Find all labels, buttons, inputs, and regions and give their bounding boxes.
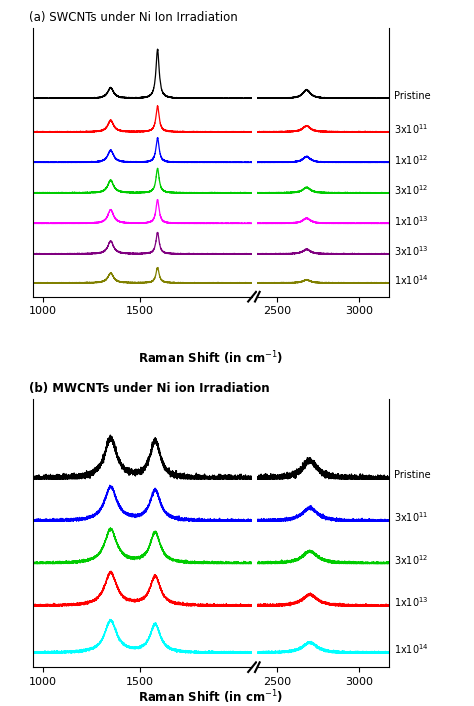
Text: 3x10$^{13}$: 3x10$^{13}$ (394, 245, 428, 258)
Text: Raman Shift (in cm$^{-1}$): Raman Shift (in cm$^{-1}$) (138, 688, 283, 706)
Text: (a) SWCNTs under Ni Ion Irradiation: (a) SWCNTs under Ni Ion Irradiation (29, 11, 237, 24)
Text: 3x10$^{12}$: 3x10$^{12}$ (394, 553, 428, 567)
Text: 1x10$^{13}$: 1x10$^{13}$ (394, 595, 428, 609)
Text: Raman Shift (in cm$^{-1}$): Raman Shift (in cm$^{-1}$) (138, 349, 283, 367)
Text: 1x10$^{12}$: 1x10$^{12}$ (394, 153, 428, 167)
Text: 3x10$^{11}$: 3x10$^{11}$ (394, 123, 428, 136)
Text: Pristine: Pristine (394, 470, 430, 480)
Text: (b) MWCNTs under Ni ion Irradiation: (b) MWCNTs under Ni ion Irradiation (29, 382, 269, 395)
Text: 1x10$^{14}$: 1x10$^{14}$ (394, 274, 428, 287)
Text: 3x10$^{12}$: 3x10$^{12}$ (394, 184, 428, 198)
Text: 3x10$^{11}$: 3x10$^{11}$ (394, 510, 428, 525)
Text: 1x10$^{14}$: 1x10$^{14}$ (394, 642, 428, 656)
Text: Pristine: Pristine (394, 91, 430, 101)
Text: 1x10$^{13}$: 1x10$^{13}$ (394, 214, 428, 228)
